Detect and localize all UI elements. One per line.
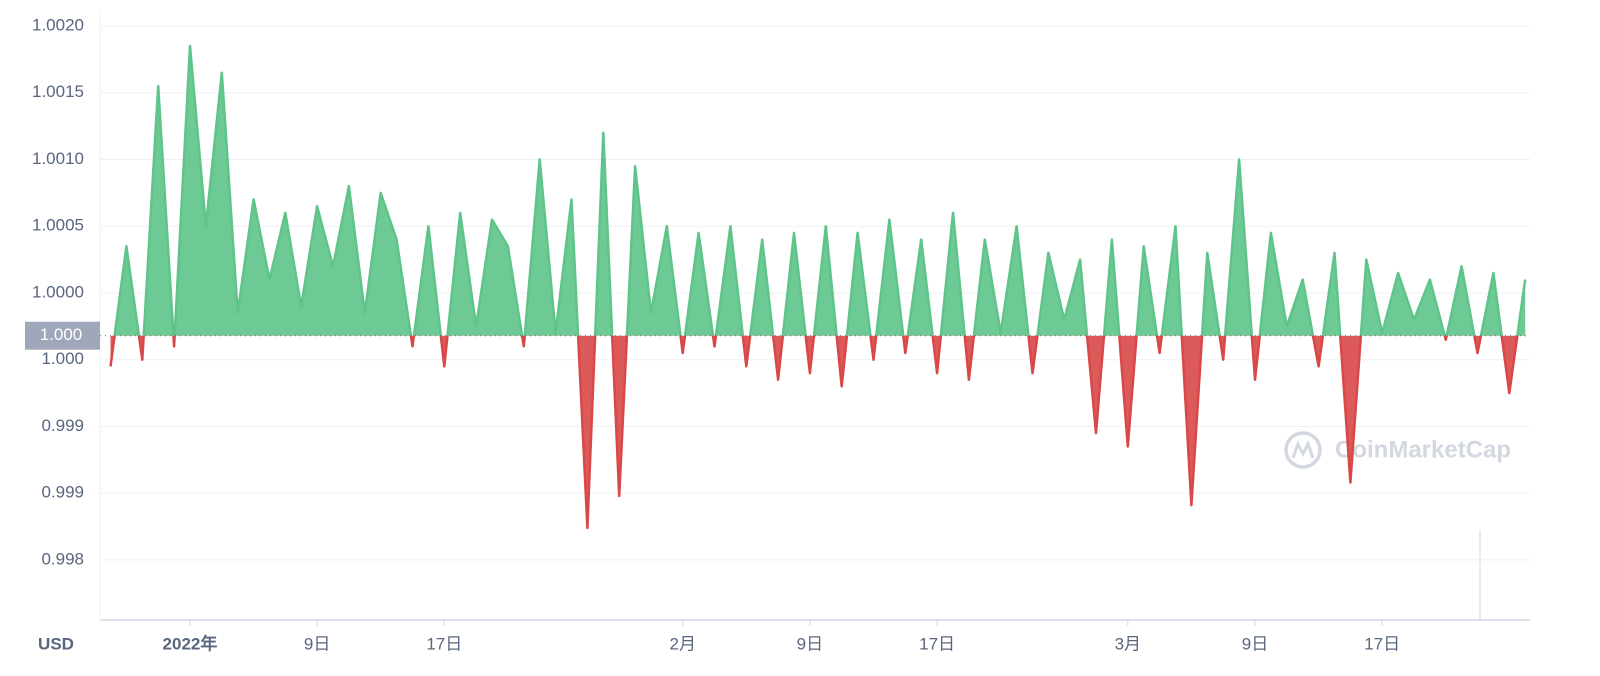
y-tick-label: 0.999	[41, 416, 84, 435]
price-line-up	[113, 44, 1527, 336]
baseline-label-box	[25, 321, 100, 350]
x-tick-label: 9日	[797, 634, 823, 653]
watermark-icon-m	[1291, 440, 1315, 459]
currency-label: USD	[38, 634, 74, 653]
y-tick-label: 1.0010	[32, 149, 84, 168]
watermark: CoinMarketCap	[1284, 431, 1511, 469]
x-tick-label: 3月	[1115, 634, 1141, 653]
x-tick-label: 9日	[304, 634, 330, 653]
y-tick-label: 0.998	[41, 549, 84, 568]
y-tick-label: 1.0005	[32, 216, 84, 235]
y-tick-label: 1.0015	[32, 82, 84, 101]
watermark-icon	[1284, 431, 1322, 469]
watermark-text: CoinMarketCap	[1335, 436, 1511, 463]
baseline-label: 1.000	[40, 325, 83, 344]
x-tick-label: 17日	[426, 634, 462, 653]
x-tick-label: 9日	[1242, 634, 1268, 653]
x-tick-label: 17日	[1364, 634, 1400, 653]
x-tick-label: 2022年	[163, 633, 218, 653]
y-tick-label: 1.0000	[32, 282, 84, 301]
y-tick-label: 0.999	[41, 483, 84, 502]
x-tick-label: 2月	[670, 634, 696, 653]
y-tick-label: 1.0020	[32, 16, 84, 35]
x-tick-label: 17日	[919, 634, 955, 653]
y-tick-label: 1.000	[41, 349, 84, 368]
